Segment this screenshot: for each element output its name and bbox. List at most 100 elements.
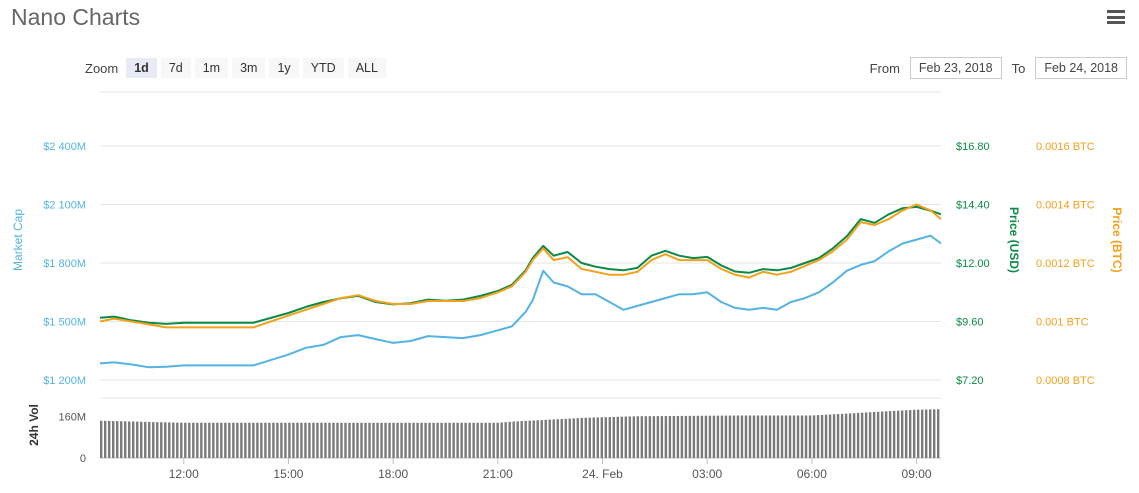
volume-bar [300,422,303,458]
volume-bar [672,415,676,458]
volume-bar [728,415,732,458]
volume-bar [348,422,351,458]
volume-bar [596,417,599,458]
volume-bar [644,416,648,458]
volume-bar [292,422,295,458]
volume-bar [880,411,884,458]
volume-bar [168,422,171,458]
volume-bar [800,415,804,458]
price-usd-tick-label: $16.80 [956,141,990,153]
volume-bar [812,415,816,458]
volume-bar [696,415,700,458]
volume-bar [140,421,143,458]
volume-bar [792,415,796,458]
volume-bar [676,415,680,458]
volume-bar [604,417,607,458]
volume-bar [428,422,431,458]
zoom-1m-button[interactable]: 1m [194,58,229,78]
volume-bar [624,416,628,458]
volume-bar [108,420,111,458]
volume-bar [164,422,167,458]
volume-bar [448,422,451,458]
zoom-1y-button[interactable]: 1y [269,58,299,78]
volume-bar [768,415,772,458]
zoom-7d-button[interactable]: 7d [160,58,191,78]
to-label: To [1011,60,1026,76]
volume-bar [912,409,916,458]
volume-bar [772,415,776,458]
volume-bar [937,409,940,458]
volume-bar [224,422,227,458]
volume-bar [896,410,900,458]
volume-bar [660,416,664,458]
market_cap-line [99,234,942,369]
x-tick-label: 12:00 [169,467,199,481]
volume-bar [840,413,844,458]
volume-bar [152,422,155,458]
volume-bar [336,422,339,458]
price-btc-tick-label: 0.0016 BTC [1036,141,1095,153]
volume-bar [784,415,788,458]
volume-bar [196,422,199,458]
volume-bar [764,415,768,458]
from-date-input[interactable]: Feb 23, 2018 [909,57,1002,79]
volume-bar [844,413,848,458]
volume-bar [680,415,684,458]
market-cap-tick-label: $1 500M [43,317,86,329]
volume-bar [588,417,591,458]
zoom-all-button[interactable]: ALL [347,58,386,78]
volume-bar [312,422,315,458]
volume-bar [576,418,579,458]
x-tick-label: 21:00 [483,467,513,481]
volume-bar [536,420,539,458]
volume-bar [488,422,491,458]
volume-bar [184,422,187,458]
volume-bar [556,419,559,458]
volume-bars [100,409,940,458]
to-date-input[interactable]: Feb 24, 2018 [1035,57,1127,79]
volume-bar [900,410,904,458]
volume-bar [616,416,620,458]
volume-bar [148,421,151,458]
market-cap-tick-label: $2 100M [43,200,86,212]
zoom-ytd-button[interactable]: YTD [302,58,344,78]
volume-bar [872,411,876,458]
market-cap-tick-label: $2 400M [43,141,86,153]
volume-bar [456,422,459,458]
volume-bar [748,415,752,458]
volume-bar [328,422,331,458]
volume-bar [552,419,555,458]
price-usd-tick-label: $7.20 [956,375,984,387]
volume-bar [836,414,840,458]
volume-bar [736,415,740,458]
volume-bar [892,410,896,458]
volume-bar [932,409,936,458]
volume-bar [376,422,379,458]
volume-bar [316,422,319,458]
volume-bar [776,415,780,458]
market-cap-tick-label: $1 200M [43,375,86,387]
zoom-1d-button[interactable]: 1d [126,58,157,78]
price-btc-tick-label: 0.001 BTC [1036,317,1089,329]
volume-bar [380,422,383,458]
volume-bar [868,412,872,458]
volume-bar [864,412,868,458]
volume-bar [508,421,511,458]
from-label: From [869,60,900,76]
price-usd-tick-label: $14.40 [956,200,990,212]
volume-bar [172,422,175,458]
volume-bar [192,422,195,458]
volume-axis-title: 24h Vol [27,404,41,446]
zoom-3m-button[interactable]: 3m [232,58,266,78]
volume-bar [472,422,475,458]
volume-bar [320,422,323,458]
x-tick-label: 18:00 [378,467,408,481]
volume-bar [788,415,792,458]
hamburger-menu-icon[interactable] [1107,10,1125,24]
x-tick-label: 03:00 [692,467,722,481]
volume-bar [344,422,347,458]
volume-bar [512,421,515,458]
price-usd-tick-label: $12.00 [956,258,990,270]
volume-bar [204,422,207,458]
